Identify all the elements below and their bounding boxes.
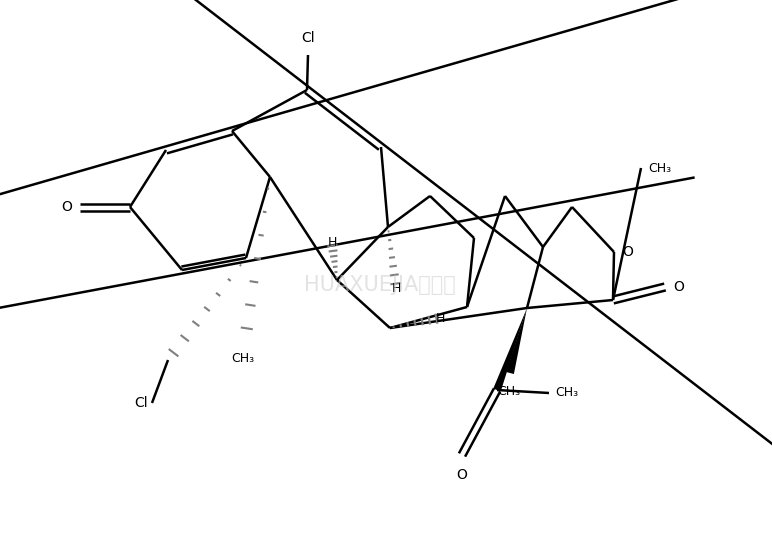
Text: HUAXUEJIA化学加: HUAXUEJIA化学加 <box>304 275 456 295</box>
Text: Cl: Cl <box>134 396 148 410</box>
Text: CH₃: CH₃ <box>232 352 255 365</box>
Text: CH₃: CH₃ <box>555 386 578 400</box>
Polygon shape <box>506 308 527 374</box>
Text: H: H <box>391 282 401 295</box>
Text: O: O <box>622 245 633 259</box>
Polygon shape <box>493 308 527 391</box>
Text: H: H <box>327 236 337 249</box>
Text: CH₃: CH₃ <box>648 162 671 174</box>
Text: O: O <box>456 468 467 482</box>
Text: O: O <box>61 200 72 214</box>
Text: CH₃: CH₃ <box>497 385 520 398</box>
Text: H: H <box>435 311 445 325</box>
Text: O: O <box>673 280 684 294</box>
Text: Cl: Cl <box>301 31 315 45</box>
